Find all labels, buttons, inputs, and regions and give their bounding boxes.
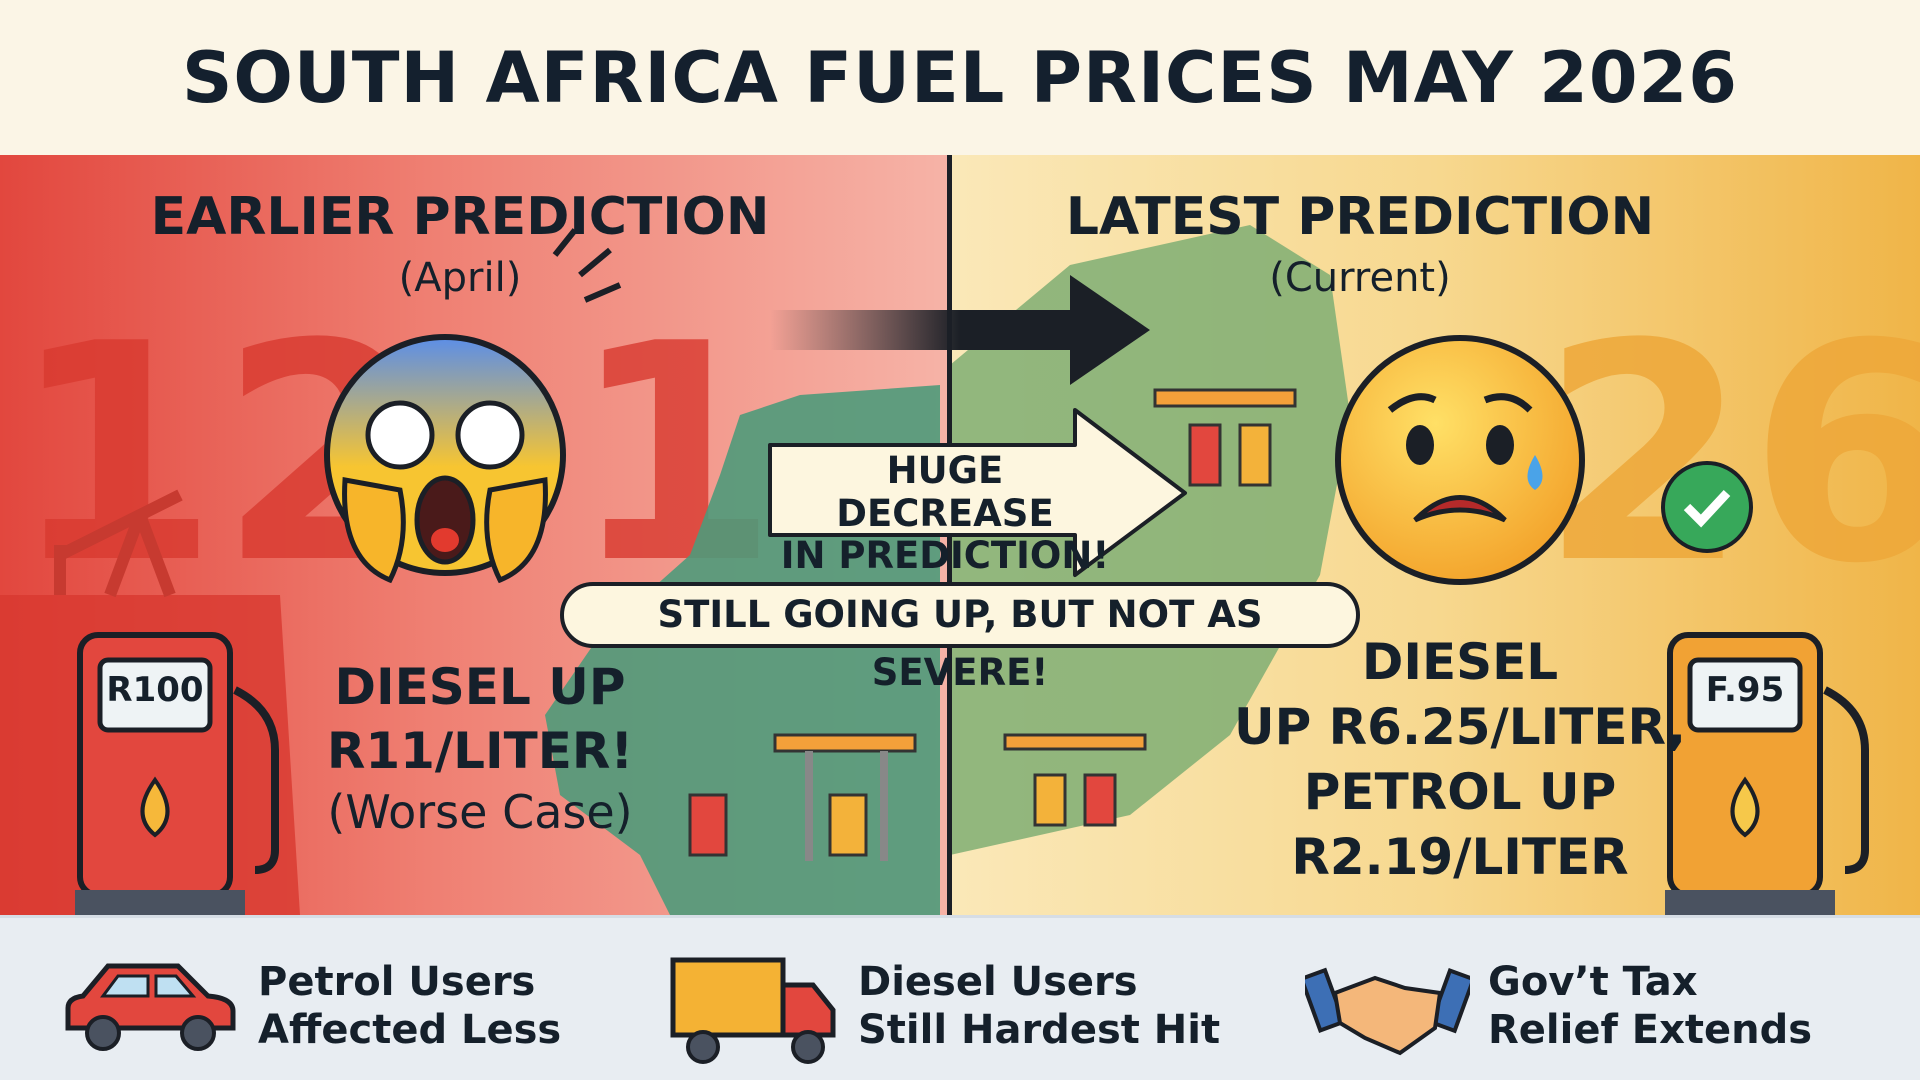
right-line: PETROL UP bbox=[1303, 763, 1617, 821]
right-subheading: (Current) bbox=[1269, 255, 1451, 301]
right-line: R2.19/LITER bbox=[1291, 828, 1629, 886]
left-line: DIESEL UP bbox=[334, 658, 626, 716]
right-line: DIESEL bbox=[1361, 633, 1559, 691]
handshake-icon bbox=[1305, 967, 1470, 1056]
right-heading: LATEST PREDICTION bbox=[1065, 187, 1655, 247]
left-subheading: (April) bbox=[398, 255, 522, 301]
left-price-text: DIESEL UP R11/LITER! (Worse Case) bbox=[280, 655, 680, 842]
pump-display: F.95 bbox=[1705, 670, 1785, 710]
left-line: (Worse Case) bbox=[327, 785, 633, 839]
map-and-station-illustration bbox=[950, 225, 1753, 855]
background-number: 26 bbox=[1540, 280, 1920, 629]
sad-tear-face-icon bbox=[1335, 335, 1585, 585]
diesel-users-label: Diesel Users Still Hardest Hit bbox=[858, 958, 1220, 1054]
callout-line: HUGE DECREASE bbox=[836, 449, 1054, 535]
title-band: SOUTH AFRICA FUEL PRICES MAY 2026 bbox=[0, 0, 1920, 155]
severity-callout: STILL GOING UP, BUT NOT AS SEVERE! bbox=[560, 582, 1360, 694]
left-line: R11/LITER! bbox=[326, 722, 634, 780]
fuel-pump-icon bbox=[75, 632, 279, 915]
right-line: UP R6.25/LITER, bbox=[1234, 698, 1686, 756]
fuel-pump-icon bbox=[1665, 632, 1869, 915]
tax-relief-label: Gov’t Tax Relief Extends bbox=[1488, 958, 1812, 1054]
transition-arrow-icon bbox=[770, 275, 1150, 385]
right-price-text: DIESEL UP R6.25/LITER, PETROL UP R2.19/L… bbox=[1220, 630, 1700, 890]
truck-icon bbox=[670, 957, 836, 1064]
label-line: Gov’t Tax bbox=[1488, 959, 1698, 1005]
label-line: Diesel Users bbox=[858, 959, 1138, 1005]
decrease-callout-arrow bbox=[768, 408, 1187, 577]
impact-summary-bar: Petrol Users Affected Less Diesel Users St… bbox=[0, 915, 1920, 1080]
left-heading: EARLIER PREDICTION bbox=[150, 187, 770, 247]
petrol-users-label: Petrol Users Affected Less bbox=[258, 958, 561, 1054]
callout-line: IN PREDICTION! bbox=[780, 534, 1110, 578]
pump-display: R100 bbox=[106, 670, 204, 710]
label-line: Petrol Users bbox=[258, 959, 536, 1005]
decrease-callout-text: HUGE DECREASE IN PREDICTION! bbox=[780, 449, 1110, 578]
label-line: Affected Less bbox=[258, 1007, 562, 1053]
page-title: SOUTH AFRICA FUEL PRICES MAY 2026 bbox=[181, 36, 1738, 119]
screaming-face-icon bbox=[324, 334, 566, 584]
label-line: Still Hardest Hit bbox=[858, 1007, 1221, 1053]
label-line: Relief Extends bbox=[1488, 1007, 1813, 1053]
car-icon bbox=[65, 963, 236, 1051]
